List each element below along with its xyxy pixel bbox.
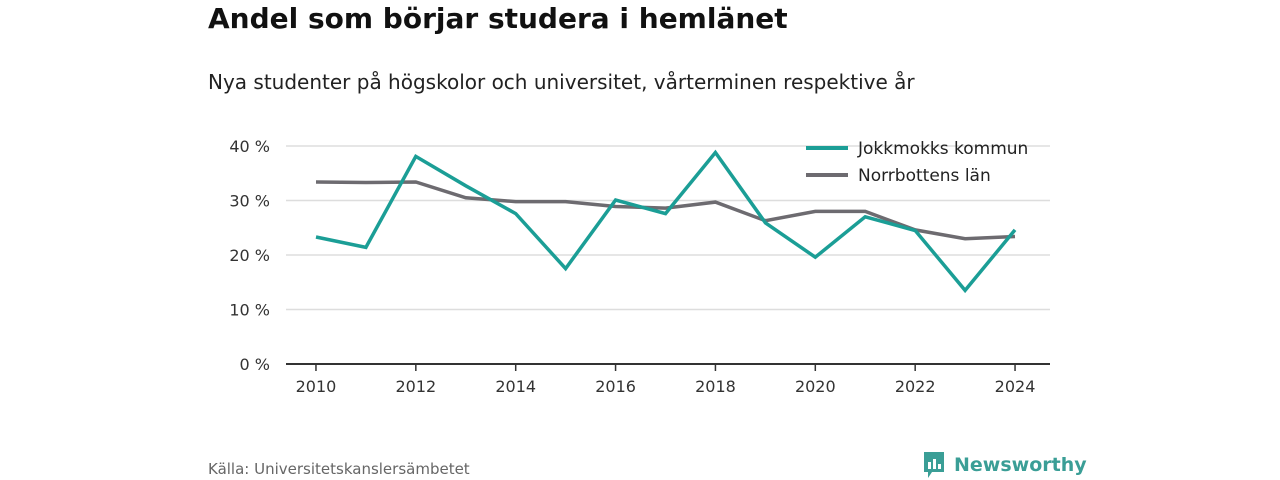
legend: Jokkmokks kommun Norrbottens län xyxy=(806,139,1028,186)
series-line-0 xyxy=(315,149,1017,294)
grid-lines xyxy=(286,145,1050,311)
chart-subtitle: Nya studenter på högskolor och universit… xyxy=(208,70,915,94)
brand-name: Newsworthy xyxy=(954,454,1087,476)
x-tick-label: 2014 xyxy=(495,377,536,396)
axes: 0 % 10 % 20 % 30 % 40 % 2010 2012 2014 2016 2018 2… xyxy=(229,137,1050,396)
legend-label: Jokkmokks kommun xyxy=(857,139,1028,159)
y-tick-label: 40 % xyxy=(229,137,270,156)
x-tick-label: 2020 xyxy=(795,377,836,396)
y-tick-label: 0 % xyxy=(240,355,270,374)
legend-label: Norrbottens län xyxy=(858,166,991,186)
chart-title: Andel som börjar studera i hemlänet xyxy=(208,2,788,35)
x-tick-label: 2010 xyxy=(296,377,337,396)
y-tick-label: 10 % xyxy=(229,301,270,320)
y-tick-label: 30 % xyxy=(229,192,270,211)
line-chart: 0 % 10 % 20 % 30 % 40 % 2010 2012 2014 2016 2018 2… xyxy=(229,137,1050,396)
x-tick-label: 2022 xyxy=(895,377,936,396)
brand-logo: Newsworthy xyxy=(922,450,1087,480)
x-tick-label: 2018 xyxy=(695,377,736,396)
x-tick-label: 2012 xyxy=(395,377,436,396)
y-tick-label: 20 % xyxy=(229,246,270,265)
source-note: Källa: Universitetskanslersämbetet xyxy=(208,460,470,478)
x-tick-label: 2024 xyxy=(995,377,1036,396)
x-tick-label: 2016 xyxy=(595,377,636,396)
series-lines xyxy=(315,149,1017,294)
newsworthy-logo-icon xyxy=(924,452,944,478)
series-line-1 xyxy=(315,180,1016,241)
